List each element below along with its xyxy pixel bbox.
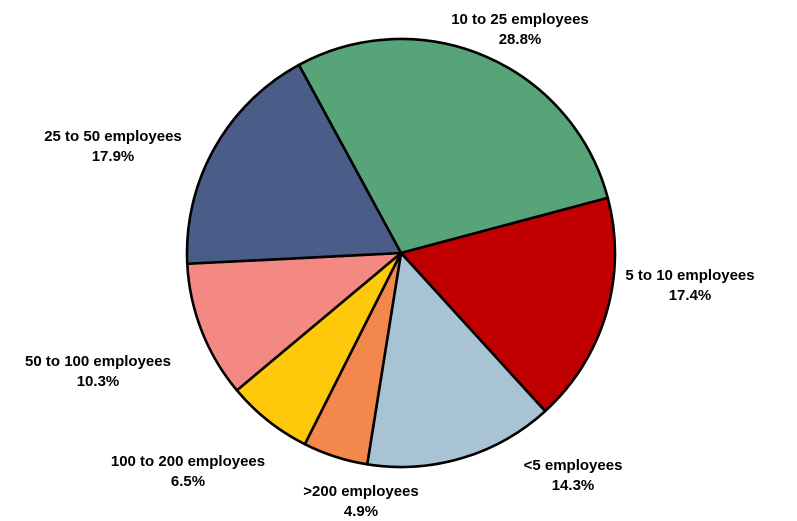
slice-value-5-to-10-employees: 17.4% [669,287,712,304]
slice-label-5-to-10-employees: 5 to 10 employees [625,267,754,284]
slice-5-to-10-employees [399,196,617,413]
slice-value-gt-200-employees: 4.9% [344,503,378,520]
slice-25-to-50-employees [185,63,403,266]
pie-labels: 10 to 25 employees 28.8% 5 to 10 employees… [25,11,755,520]
slice-value-lt-5-employees: 14.3% [552,477,595,494]
slice-lt-5-employees [365,251,547,469]
slice-value-50-to-100-employees: 10.3% [77,373,120,390]
pie-slices [185,37,617,469]
slice-label-25-to-50-employees: 25 to 50 employees [44,128,182,145]
slice-10-to-25-employees [297,37,610,255]
slice-50-to-100-employees [185,251,403,392]
slice-label-lt-5-employees: <5 employees [524,457,623,474]
slice-label-10-to-25-employees: 10 to 25 employees [451,11,589,28]
slice-value-10-to-25-employees: 28.8% [499,31,542,48]
slice-label-50-to-100-employees: 50 to 100 employees [25,353,171,370]
slice-label-gt-200-employees: >200 employees [303,483,419,500]
slice-label-100-to-200-employees: 100 to 200 employees [111,453,265,470]
slice-value-100-to-200-employees: 6.5% [171,473,205,490]
slice-value-25-to-50-employees: 17.9% [92,148,135,165]
